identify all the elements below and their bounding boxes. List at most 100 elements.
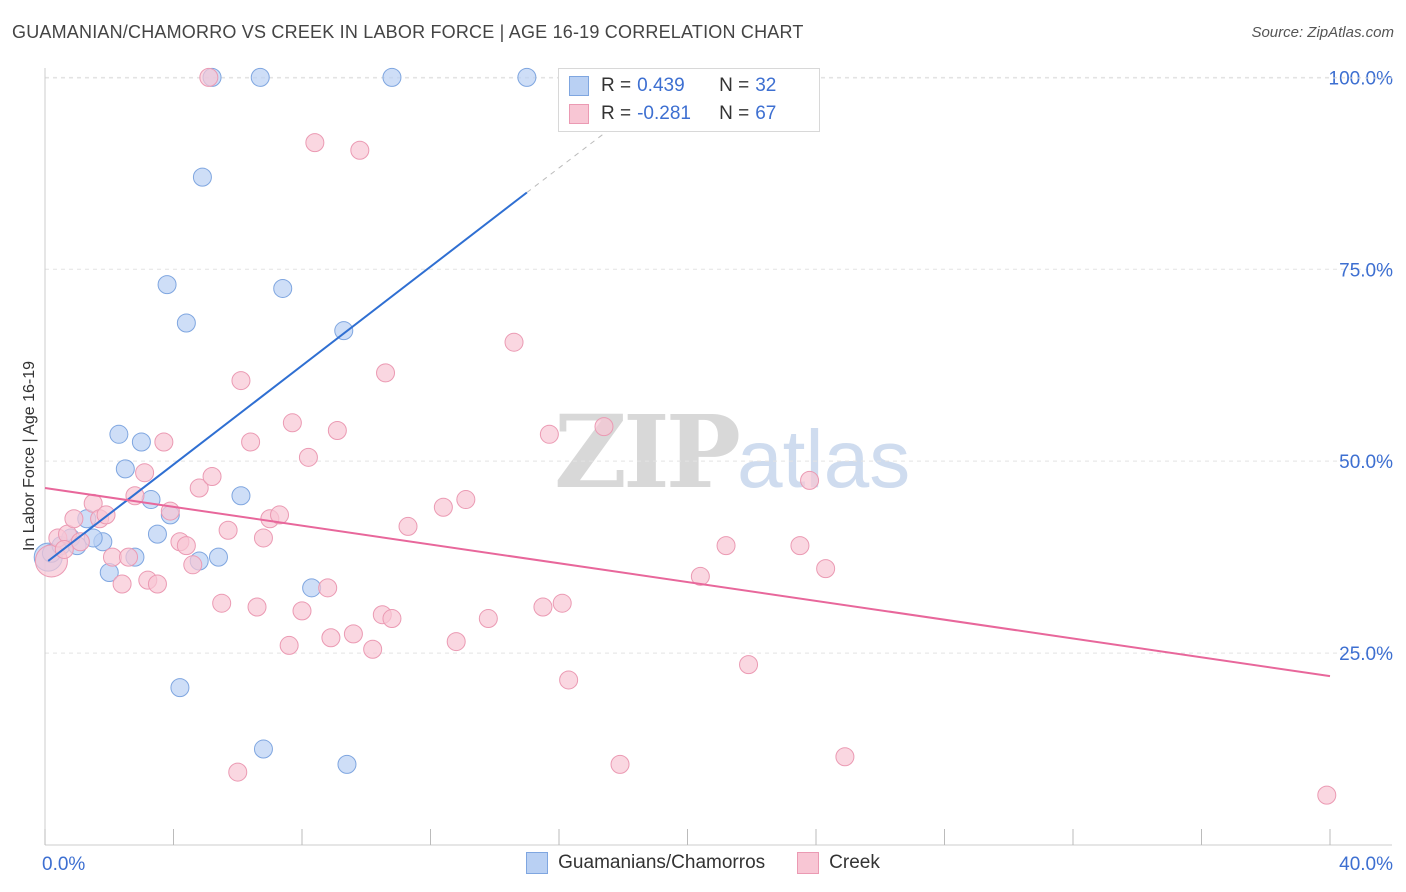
blue-point [231, 486, 251, 506]
stats-n-value: 67 [755, 103, 777, 124]
y-tick-label: 25.0% [1339, 644, 1393, 665]
stats-box: R = 0.439 N = 32 R = -0.281 N = 67 [558, 68, 820, 132]
pink-point [716, 536, 736, 556]
pink-point [690, 566, 710, 586]
legend-label: Guamanians/Chamorros [558, 852, 766, 873]
blue-point [334, 321, 354, 341]
pink-point [343, 624, 363, 644]
pink-point [253, 528, 273, 548]
stats-n-value: 32 [755, 75, 777, 96]
blue-point [147, 524, 167, 544]
pink-point [292, 601, 312, 621]
pink-point [539, 424, 559, 444]
legend-item-creek[interactable]: Creek [797, 852, 880, 874]
watermark: ZIPatlas [554, 402, 910, 510]
pink-point [835, 747, 855, 767]
pink-point [318, 578, 338, 598]
blue-point [337, 754, 357, 774]
chart-title: GUAMANIAN/CHAMORRO VS CREEK IN LABOR FOR… [12, 22, 804, 42]
stats-r-label: R = [601, 103, 632, 124]
pink-point [154, 432, 174, 452]
y-tick-label: 100.0% [1329, 68, 1394, 89]
pink-point [247, 597, 267, 617]
stats-row-guamanian: R = 0.439 N = 32 [569, 71, 776, 101]
blue-point [302, 578, 322, 598]
source-label: Source: ZipAtlas.com [1251, 24, 1394, 41]
pink-point [382, 609, 402, 629]
stats-row-creek: R = -0.281 N = 67 [569, 99, 776, 129]
pink-point [1317, 785, 1337, 805]
pink-point [70, 532, 90, 552]
x-tick-label: 0.0% [42, 854, 85, 875]
pink-point [189, 478, 209, 498]
pink-point [790, 536, 810, 556]
x-tick-label: 40.0% [1339, 854, 1393, 875]
blue-point [250, 67, 270, 87]
pink-point [504, 332, 524, 352]
stats-swatch-blue [569, 76, 589, 96]
blue-point [131, 432, 151, 452]
legend-swatch-blue [526, 852, 549, 874]
blue-point [141, 490, 161, 510]
pink-point [176, 536, 196, 556]
stats-swatch-pink [569, 104, 589, 124]
pink-point [456, 490, 476, 510]
pink-point [800, 470, 820, 490]
pink-point [199, 67, 219, 87]
watermark-zip: ZIP [554, 393, 741, 511]
blue-point [157, 275, 177, 295]
legend-swatch-pink [797, 852, 820, 874]
pink-point [231, 371, 251, 391]
blue-trend-line [47, 191, 528, 562]
legend: Guamanians/Chamorros Creek [0, 852, 1406, 874]
legend-item-guamanians[interactable]: Guamanians/Chamorros [526, 852, 765, 874]
pink-point [241, 432, 261, 452]
blue-point [253, 739, 273, 759]
blue-point [273, 278, 293, 298]
stats-r-label: R = [601, 75, 632, 96]
pink-point [112, 574, 132, 594]
blue-point [382, 67, 402, 87]
pink-point [202, 467, 222, 487]
pink-point [327, 420, 347, 440]
blue-point [176, 313, 196, 333]
pink-point [228, 762, 248, 782]
blue-point [517, 67, 537, 87]
stats-r-value: 0.439 [637, 75, 685, 96]
stats-n-label: N = [719, 75, 750, 96]
pink-point [279, 635, 299, 655]
pink-point [321, 628, 341, 648]
pink-point [119, 547, 139, 567]
y-tick-label: 75.0% [1339, 260, 1393, 281]
pink-point [64, 509, 84, 529]
pink-point [478, 609, 498, 629]
pink-point [212, 593, 232, 613]
pink-point [594, 417, 614, 437]
pink-point [816, 559, 836, 579]
pink-point [559, 670, 579, 690]
pink-point [305, 133, 325, 153]
pink-point [610, 754, 630, 774]
pink-point [533, 597, 553, 617]
blue-point [170, 678, 190, 698]
pink-point [135, 463, 155, 483]
pink-point [183, 555, 203, 575]
pink-point [376, 363, 396, 383]
pink-point [102, 547, 122, 567]
pink-point [552, 593, 572, 613]
pink-point [298, 447, 318, 467]
blue-point [208, 547, 228, 567]
pink-point [147, 574, 167, 594]
pink-trend-line [44, 487, 1331, 678]
y-tick-label: 50.0% [1339, 452, 1393, 473]
pink-point [282, 413, 302, 433]
pink-point [363, 639, 383, 659]
pink-point [350, 140, 370, 160]
pink-point [433, 497, 453, 517]
pink-point [270, 505, 290, 525]
pink-point [218, 520, 238, 540]
blue-point [115, 459, 135, 479]
stats-r-value: -0.281 [637, 103, 691, 124]
stats-n-label: N = [719, 103, 750, 124]
